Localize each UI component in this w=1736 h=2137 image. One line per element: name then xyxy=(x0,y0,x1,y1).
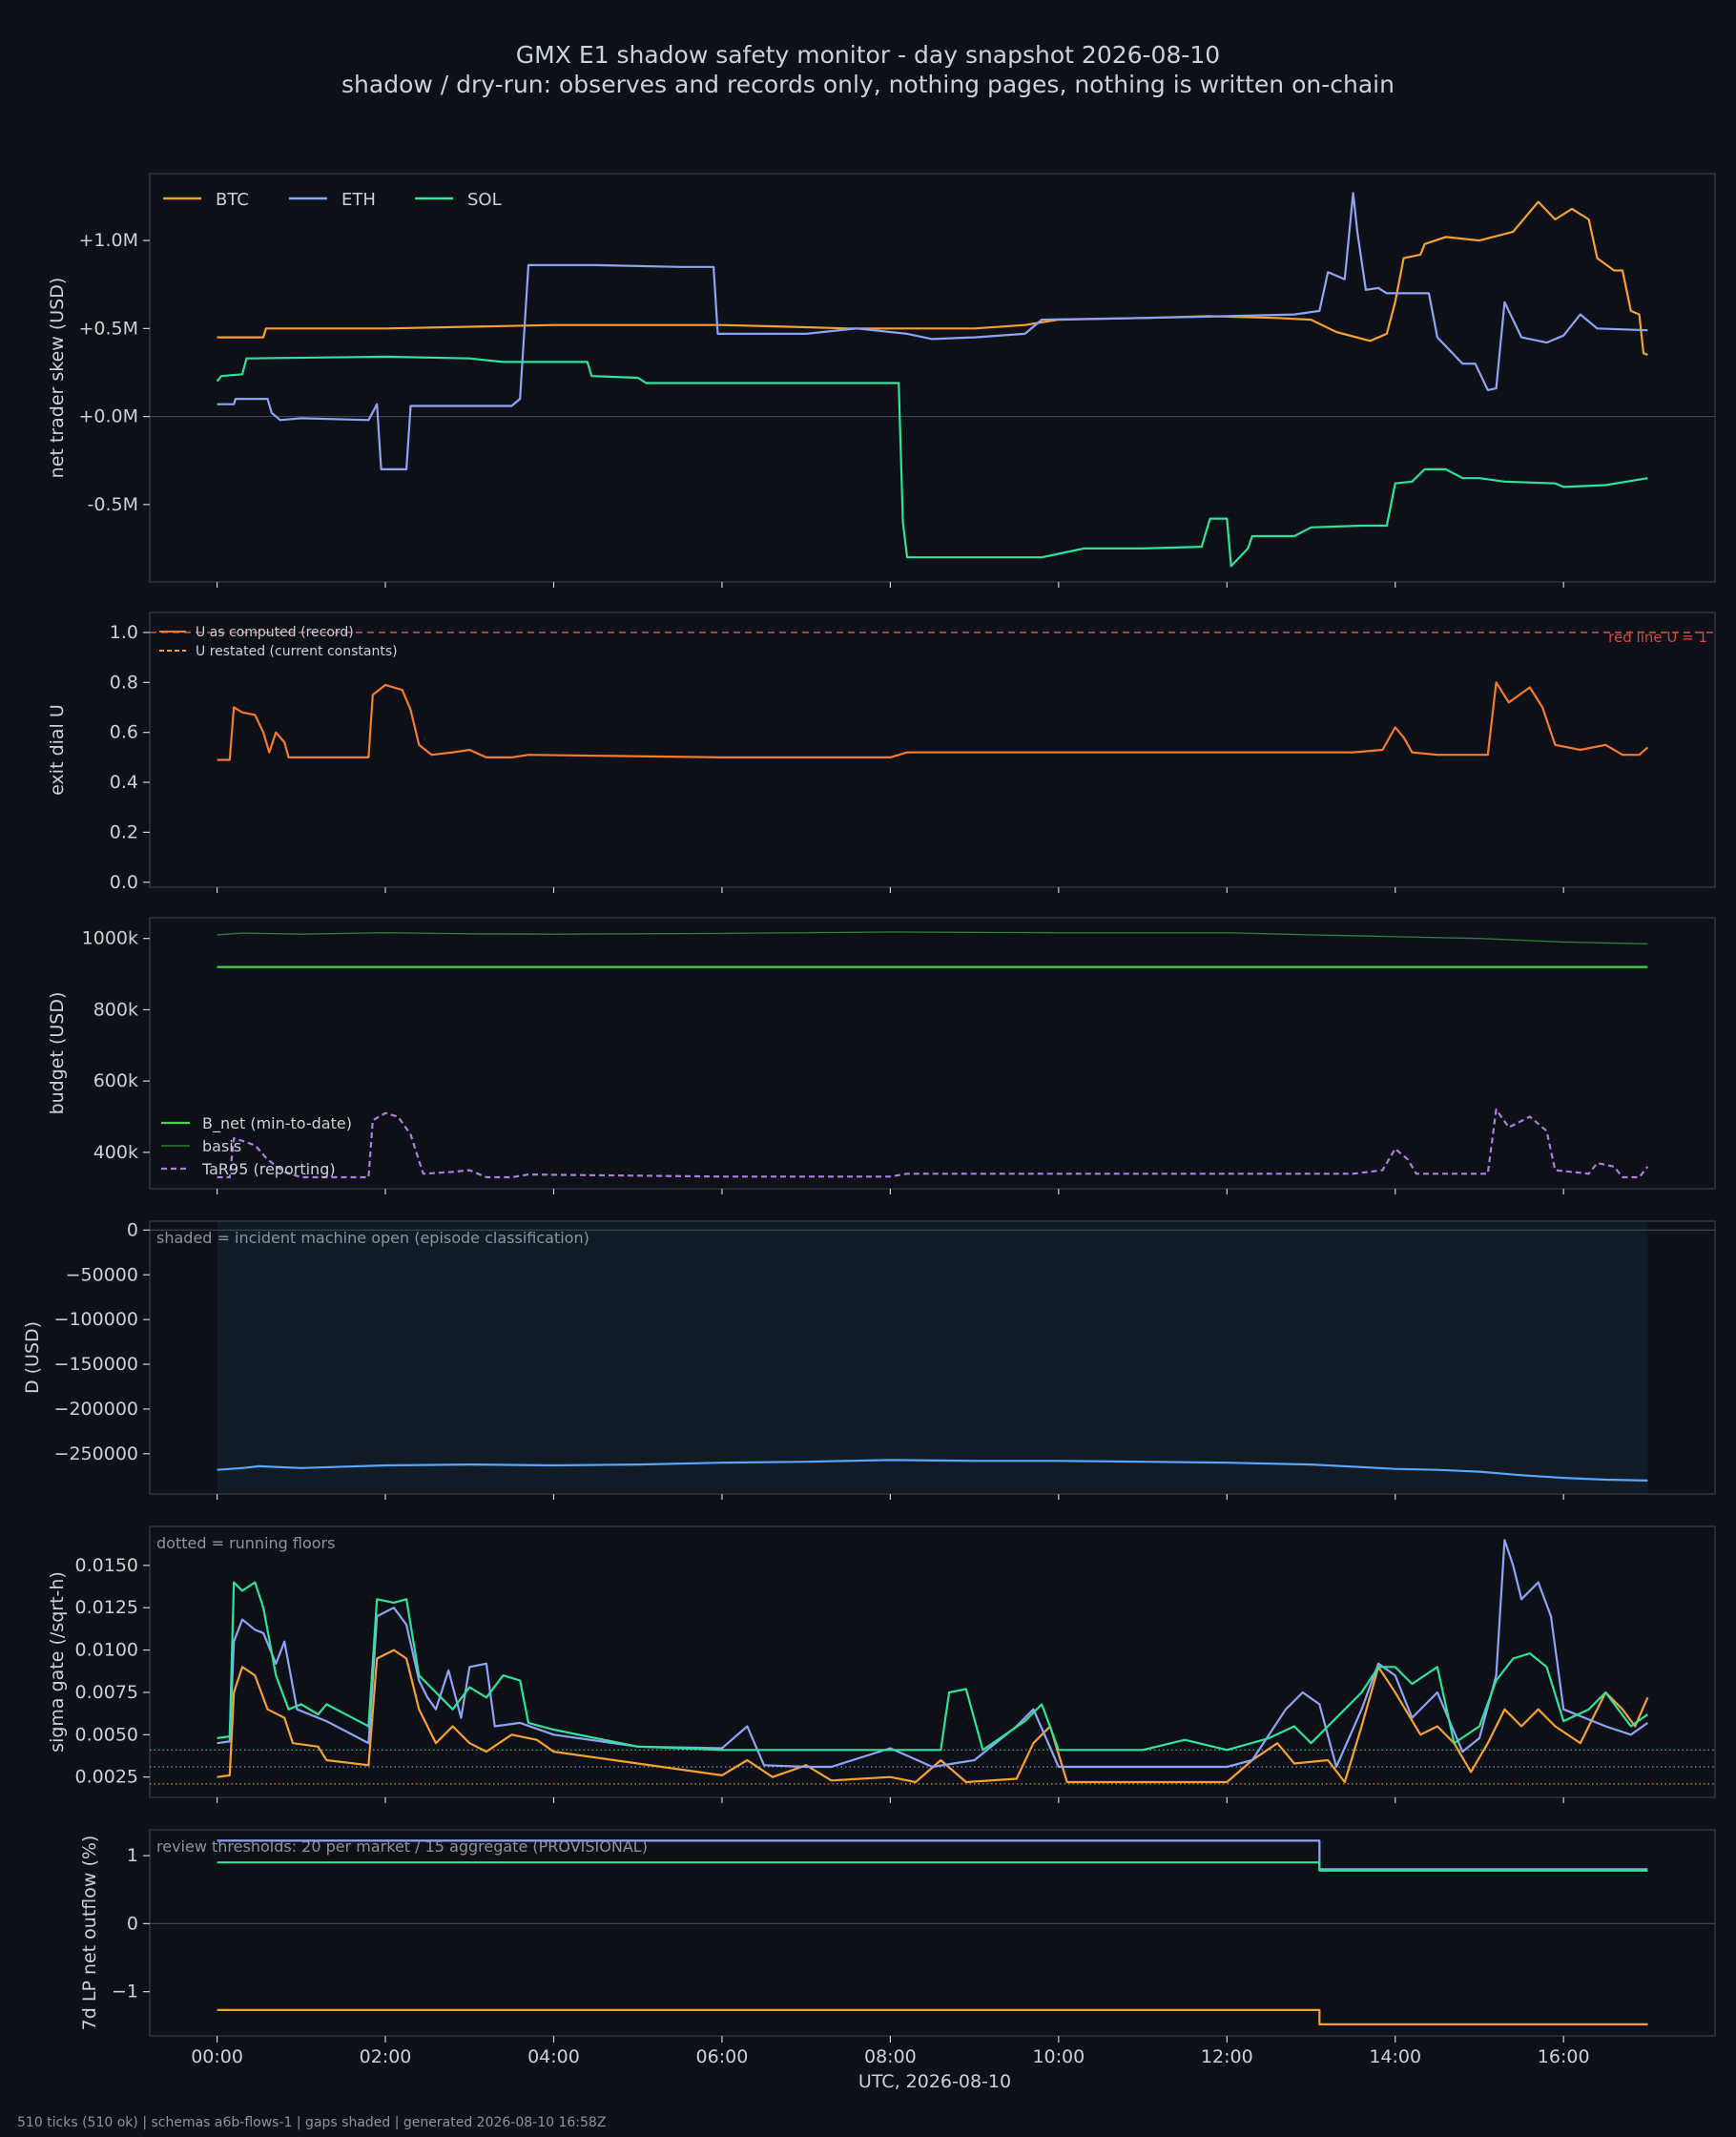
skew-y-tick-label: +1.0M xyxy=(78,230,138,251)
skew-series-eth xyxy=(217,192,1648,470)
x-axis-label: UTC, 2026-08-10 xyxy=(858,2071,1011,2092)
legend-label-btc: BTC xyxy=(216,190,249,210)
x-tick-label: 14:00 xyxy=(1369,2046,1421,2067)
sigma_gate-y-tick-label: 0.0150 xyxy=(75,1555,138,1576)
exit_dial-plot-area xyxy=(149,612,1716,888)
budget-plot-area xyxy=(149,917,1716,1190)
sigma_gate-series-sol xyxy=(217,1581,1649,1752)
x-tick-label: 02:00 xyxy=(360,2046,412,2067)
drawdown-y-tick-label: −150000 xyxy=(54,1354,138,1375)
x-tick-label: 10:00 xyxy=(1032,2046,1085,2067)
sigma_gate-note: dotted = running floors xyxy=(156,1534,335,1552)
x-tick-label: 16:00 xyxy=(1538,2046,1590,2067)
x-tick-label: 04:00 xyxy=(527,2046,580,2067)
footer-status: 510 ticks (510 ok) | schemas a6b-flows-1… xyxy=(17,2115,606,2130)
lp_outflow-series-eth xyxy=(217,1839,1648,1871)
drawdown-y-tick-label: −250000 xyxy=(54,1443,138,1464)
figure-title: GMX E1 shadow safety monitor - day snaps… xyxy=(516,41,1220,69)
lp-outflow-panel: 1 0 −1 7d LP net outflow (%) review threshol… xyxy=(79,1829,1716,2037)
skew-series-sol xyxy=(216,355,1648,568)
drawdown-series-d xyxy=(217,1459,1648,1482)
lp_outflow-plot-area xyxy=(149,1829,1716,2037)
budget-panel: 1000k 800k 600k 400k budget (USD) B_net (min-… xyxy=(47,917,1716,1190)
budget-series-tar95-reporting- xyxy=(217,1108,1649,1179)
drawdown-y-tick-label: −200000 xyxy=(54,1399,138,1420)
budget-series-basis xyxy=(217,931,1648,944)
lp_outflow-y-tick-label: 1 xyxy=(127,1845,138,1866)
exit_dial-y-axis-label: exit dial U xyxy=(47,704,68,796)
lp_outflow-note: review thresholds: 20 per market / 15 ag… xyxy=(156,1837,648,1856)
drawdown-note: shaded = incident machine open (episode … xyxy=(156,1229,589,1247)
skew-plot-area xyxy=(149,173,1716,583)
sigma_gate-plot-area xyxy=(149,1525,1716,1798)
drawdown-y-tick-label: −100000 xyxy=(54,1309,138,1330)
drawdown-y-axis-label: D (USD) xyxy=(22,1321,43,1394)
red-line-label: red line U = 1 xyxy=(1608,629,1707,646)
budget-y-tick-label: 400k xyxy=(93,1142,138,1163)
budget-y-axis-label: budget (USD) xyxy=(47,992,68,1115)
legend-label-0: U as computed (record) xyxy=(196,625,354,640)
skew-y-tick-label: +0.5M xyxy=(78,318,138,339)
x-tick-label: 00:00 xyxy=(191,2046,243,2067)
figure-subtitle: shadow / dry-run: observes and records o… xyxy=(341,71,1395,98)
lp_outflow-y-axis-label: 7d LP net outflow (%) xyxy=(79,1836,100,2031)
exit_dial-y-tick-label: 0.0 xyxy=(110,872,138,893)
exit_dial-y-tick-label: 1.0 xyxy=(110,622,138,643)
skew-y-tick-label: -0.5M xyxy=(88,494,138,515)
sigma_gate-series-eth xyxy=(217,1539,1649,1769)
legend-label-1: U restated (current constants) xyxy=(196,644,398,659)
x-axis: 00:00 02:00 04:00 06:00 08:00 10:00 12:00 14:00… xyxy=(191,582,1590,2067)
budget-y-tick-label: 600k xyxy=(93,1070,138,1091)
exit_dial-y-tick-label: 0.4 xyxy=(110,772,138,793)
legend-label-b_net: B_net (min-to-date) xyxy=(202,1114,352,1133)
budget-y-tick-label: 1000k xyxy=(82,928,138,949)
lp_outflow-y-tick-label: −1 xyxy=(112,1981,138,2002)
sigma_gate-y-tick-label: 0.0075 xyxy=(75,1682,138,1703)
lp_outflow-y-tick-label: 0 xyxy=(127,1913,138,1934)
exit_dial-y-tick-label: 0.2 xyxy=(110,821,138,842)
legend-label-basis: basis xyxy=(202,1137,241,1155)
legend-label-eth: ETH xyxy=(341,190,376,210)
x-tick-label: 06:00 xyxy=(696,2046,749,2067)
exit-dial-panel: red line U = 1 1.0 0.8 0.6 0.4 0.2 0.0 exit dia… xyxy=(47,612,1716,893)
legend-label-tar95: TaR95 (reporting) xyxy=(201,1160,336,1178)
sigma_gate-y-axis-label: sigma gate (/sqrt-h) xyxy=(47,1571,68,1753)
sigma_gate-y-tick-label: 0.0025 xyxy=(75,1767,138,1788)
legend-label-sol: SOL xyxy=(467,190,502,210)
sigma_gate-series-btc xyxy=(217,1649,1649,1784)
lp_outflow-series-btc xyxy=(217,2008,1648,2025)
skew-panel: +1.0M +0.5M +0.0M -0.5M net trader skew (USD… xyxy=(47,173,1716,583)
skew-series-btc xyxy=(217,200,1648,357)
sigma_gate-y-tick-label: 0.0125 xyxy=(75,1597,138,1618)
drawdown-y-tick-label: 0 xyxy=(127,1219,138,1240)
lp_outflow-series-sol xyxy=(217,1861,1648,1872)
sigma_gate-y-tick-label: 0.0100 xyxy=(75,1640,138,1661)
exit_dial-y-tick-label: 0.8 xyxy=(110,672,138,693)
drawdown-incident-shade xyxy=(217,1222,1648,1493)
x-tick-label: 08:00 xyxy=(864,2046,917,2067)
budget-y-tick-label: 800k xyxy=(93,999,138,1020)
x-tick-label: 12:00 xyxy=(1201,2046,1253,2067)
sigma_gate-y-tick-label: 0.0050 xyxy=(75,1724,138,1745)
drawdown-y-tick-label: −50000 xyxy=(66,1264,138,1285)
drawdown-panel: 0 −50000 −100000 −150000 −200000 −250000 D (US… xyxy=(22,1219,1716,1495)
skew-y-axis-label: net trader skew (USD) xyxy=(47,278,68,479)
exit_dial-series-u-as-computed-record- xyxy=(217,681,1649,761)
skew-y-tick-label: +0.0M xyxy=(78,406,138,427)
sigma-gate-panel: 0.0150 0.0125 0.0100 0.0075 0.0050 0.0025 sigm… xyxy=(47,1525,1716,1798)
exit_dial-y-tick-label: 0.6 xyxy=(110,722,138,743)
